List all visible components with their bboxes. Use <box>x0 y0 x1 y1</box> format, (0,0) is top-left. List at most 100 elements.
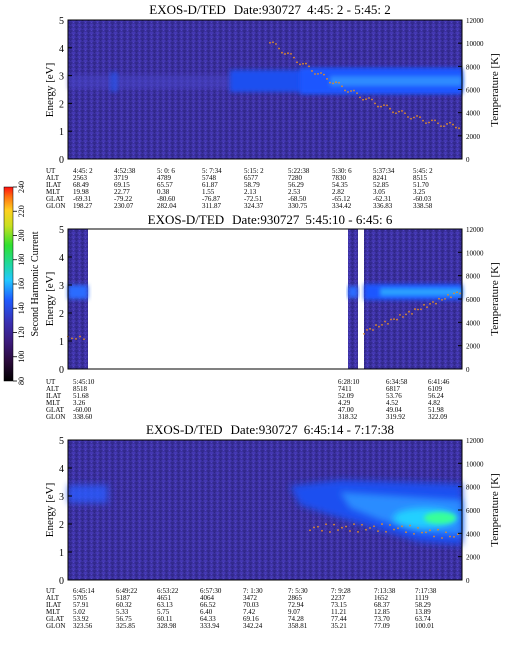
orbit-cell: 0.38 <box>157 188 170 196</box>
y2tick-label: 6000 <box>466 87 481 95</box>
orbit-cell: 5.02 <box>73 608 86 616</box>
y2tick-label: 2000 <box>466 554 481 562</box>
orbit-cell: 342.24 <box>243 622 263 630</box>
trace-point <box>455 126 457 129</box>
y2tick-label: 4000 <box>466 319 481 327</box>
orbit-cell: 3719 <box>114 174 129 182</box>
orbit-cell: 282.04 <box>157 202 177 210</box>
orbit-cell: 53.76 <box>386 392 402 400</box>
trace-point <box>410 117 412 120</box>
trace-point <box>374 102 376 105</box>
orbit-cell: 318.32 <box>338 413 358 421</box>
orbit-cell: 328.98 <box>157 622 177 630</box>
orbit-cell: 7830 <box>332 174 347 182</box>
trace-point <box>269 41 271 44</box>
trace-point <box>438 297 440 300</box>
orbit-row-label: UT <box>46 167 56 175</box>
orbit-cell: 66.52 <box>200 601 216 609</box>
trace-point <box>332 82 334 85</box>
orbit-cell: 5748 <box>202 174 217 182</box>
ytick-label: 5 <box>59 436 64 447</box>
orbit-cell: 5705 <box>73 594 88 602</box>
orbit-cell: 3.05 <box>373 188 386 196</box>
orbit-cell: -60.00 <box>73 406 92 414</box>
orbit-cell: 8515 <box>413 174 428 182</box>
orbit-cell: 65.57 <box>157 181 173 189</box>
trace-point <box>321 529 323 532</box>
orbit-cell: 61.87 <box>202 181 218 189</box>
orbit-cell: 68.37 <box>374 601 390 609</box>
trace-point <box>446 123 448 125</box>
trace-point <box>375 324 377 326</box>
orbit-cell: 7: 9:28 <box>331 587 351 595</box>
trace-point <box>368 97 370 99</box>
trace-point <box>398 110 400 113</box>
trace-point <box>333 523 335 526</box>
orbit-row-label: MLT <box>46 188 61 196</box>
trace-point <box>341 526 343 529</box>
trace-point <box>357 531 359 533</box>
panel-3-temperature-trace <box>309 523 459 539</box>
colorbar-tick-label: 120 <box>17 327 26 339</box>
trace-point <box>353 89 355 92</box>
colorbar-tick-label: 240 <box>17 181 26 193</box>
orbit-cell: 51.70 <box>413 181 429 189</box>
trace-point <box>329 81 331 84</box>
panel-3: EXOS-D/TED Date:930727 6:45:14 - 7:17:38 0… <box>44 422 501 630</box>
trace-point <box>402 316 404 318</box>
orbit-cell: 6:45:14 <box>73 587 95 595</box>
orbit-cell: 6.40 <box>200 608 213 616</box>
orbit-cell: 322.09 <box>428 413 448 421</box>
orbit-row-label: ALT <box>46 174 60 182</box>
panel-1-plot <box>67 19 463 160</box>
panel-2-orbit-table: UT 5:45:10 6:28:10 6:34:58 6:41:46 ALT 8518 741… <box>46 378 450 421</box>
trace-point <box>278 47 280 50</box>
ytick-label: 3 <box>59 492 64 503</box>
orbit-cell: 358.81 <box>288 622 308 630</box>
trace-point <box>437 122 439 125</box>
panel-3-y2label: Temperature [K] <box>489 473 501 546</box>
trace-point <box>416 115 418 117</box>
trace-point <box>435 302 437 305</box>
ytick-label: 1 <box>59 337 64 348</box>
trace-point <box>350 90 352 92</box>
orbit-cell: 69.16 <box>243 615 259 623</box>
orbit-row-label: GLON <box>46 413 65 421</box>
orbit-cell: 6:34:58 <box>386 378 408 386</box>
trace-point <box>83 338 85 340</box>
colorbar-tick-label: 180 <box>17 254 26 266</box>
orbit-cell: 7.42 <box>243 608 256 616</box>
trace-point <box>383 104 385 106</box>
orbit-cell: 230.07 <box>114 202 134 210</box>
y2tick-label: 8000 <box>466 484 481 492</box>
orbit-cell: 73.15 <box>331 601 347 609</box>
trace-point <box>397 527 399 530</box>
trace-point <box>353 523 355 526</box>
trace-point <box>344 89 346 92</box>
trace-point <box>387 322 389 325</box>
orbit-cell: 1119 <box>415 594 429 602</box>
trace-point <box>385 530 387 533</box>
orbit-cell: 7411 <box>338 385 352 393</box>
y2tick-label: 6000 <box>466 507 481 515</box>
trace-point <box>338 81 340 84</box>
orbit-cell: 69.15 <box>114 181 130 189</box>
trace-point <box>440 125 442 128</box>
y2tick-label: 10000 <box>466 40 484 48</box>
y2tick-label: 2000 <box>466 343 481 351</box>
trace-point <box>377 105 379 108</box>
orbit-row-label: MLT <box>46 608 61 616</box>
trace-point <box>373 525 375 528</box>
orbit-cell: 54.35 <box>332 181 348 189</box>
trace-point <box>284 53 286 55</box>
orbit-cell: 5187 <box>116 594 131 602</box>
orbit-cell: 5:37:34 <box>373 167 395 175</box>
trace-point <box>421 531 423 534</box>
panel-1-ylabel: Energy [eV] <box>44 63 56 117</box>
orbit-cell: 5:15: 2 <box>244 167 264 175</box>
trace-point <box>359 96 361 99</box>
trace-point <box>404 112 406 115</box>
orbit-row-label: GLON <box>46 202 65 210</box>
orbit-cell: 5.33 <box>116 608 129 616</box>
